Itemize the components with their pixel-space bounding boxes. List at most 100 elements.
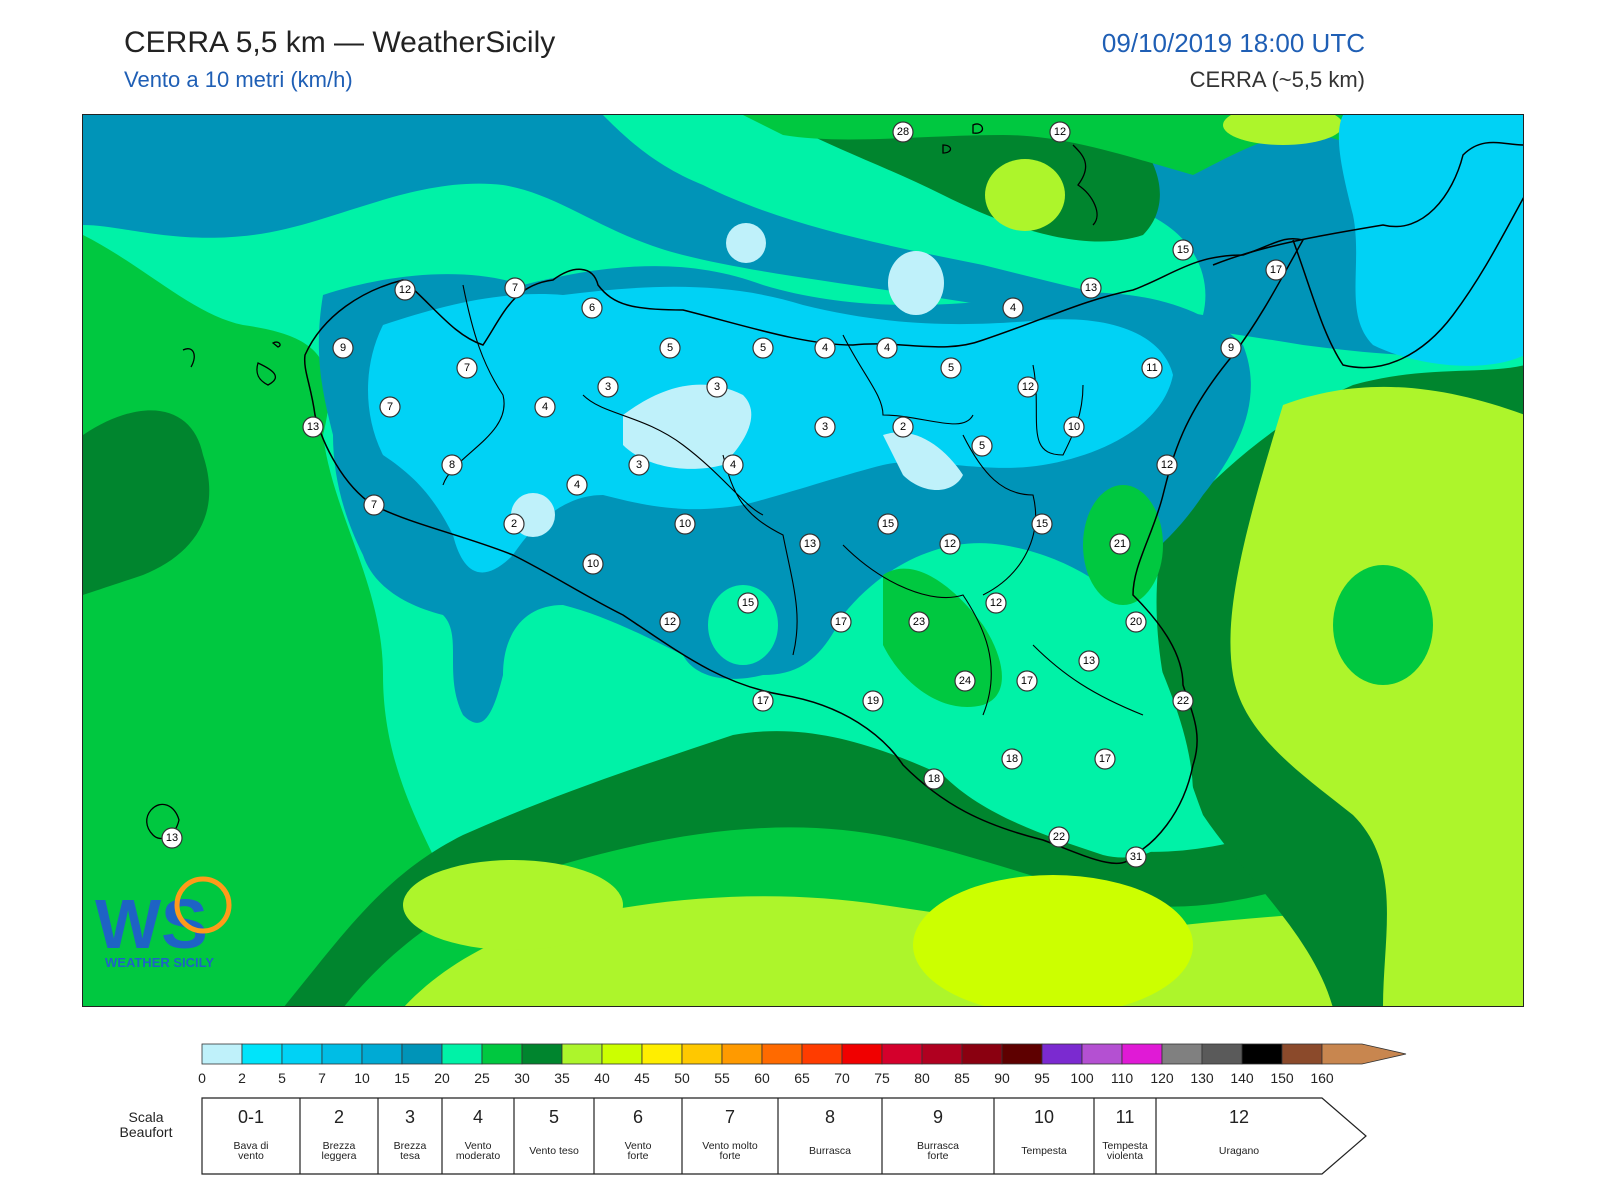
colorbar-segment <box>1161 1043 1203 1065</box>
colorbar-segment <box>1321 1043 1407 1065</box>
wind-label-value: 4 <box>542 401 548 413</box>
land-lightblue-b <box>883 432 963 490</box>
wind-colorbar <box>201 1043 1407 1065</box>
wind-label-marker <box>877 513 899 535</box>
wind-label-value: 13 <box>166 832 178 844</box>
wind-label-marker <box>1016 670 1038 692</box>
colorbar-tick-labels: 0 2 5 7 10 15 20 25 30 35 40 45 50 55 60 65 70 75 80 85 90 95… <box>198 1070 1334 1086</box>
beaufort-description: Tempesta <box>1021 1145 1067 1157</box>
beaufort-number: 4 <box>473 1107 483 1127</box>
wind-label: 5 <box>659 337 681 359</box>
wind-label-value: 4 <box>1010 302 1016 314</box>
wind-label: 17 <box>1265 259 1287 281</box>
wind-label-marker <box>737 592 759 614</box>
wind-label-marker <box>597 376 619 398</box>
wind-label-value: 18 <box>1006 753 1018 765</box>
colorbar-tick-label: 35 <box>554 1070 570 1086</box>
wind-label-marker <box>971 435 993 457</box>
wind-label: 10 <box>674 513 696 535</box>
colorbar-segment <box>321 1043 363 1065</box>
wind-label-value: 13 <box>307 421 319 433</box>
wind-label-value: 2 <box>900 421 906 433</box>
wind-label-value: 3 <box>636 459 642 471</box>
colorbar-tick-label: 85 <box>954 1070 970 1086</box>
colorbar-tick-label: 10 <box>354 1070 370 1086</box>
colorbar-tick-label: 55 <box>714 1070 730 1086</box>
southeast-green-blob <box>883 568 1002 707</box>
wind-label-marker <box>628 454 650 476</box>
egadi-islands <box>182 341 281 386</box>
beaufort-description: leggera <box>321 1150 356 1162</box>
wind-label-value: 12 <box>944 538 956 550</box>
wind-label-value: 15 <box>742 597 754 609</box>
beaufort-description: Tempesta <box>1102 1140 1148 1152</box>
wind-label-marker <box>581 297 603 319</box>
wind-label-marker <box>1172 239 1194 261</box>
wind-label: 21 <box>1109 533 1131 555</box>
wind-label-value: 17 <box>757 695 769 707</box>
wind-label: 9 <box>332 337 354 359</box>
wind-label-value: 3 <box>822 421 828 433</box>
wind-label-marker <box>1172 690 1194 712</box>
wind-label-marker <box>799 533 821 555</box>
wind-label-value: 12 <box>1054 126 1066 138</box>
wind-label-value: 12 <box>1022 381 1034 393</box>
colorbar-tick-label: 100 <box>1070 1070 1094 1086</box>
wind-label-value: 7 <box>464 362 470 374</box>
land-cyan-area <box>368 286 1173 573</box>
wind-label: 10 <box>1063 416 1085 438</box>
beaufort-cell: 10 Tempesta <box>1021 1107 1067 1157</box>
wind-label: 12 <box>394 279 416 301</box>
wind-label-value: 12 <box>1161 459 1173 471</box>
wind-label-value: 18 <box>928 773 940 785</box>
colorbar-tick-label: 160 <box>1310 1070 1334 1086</box>
colorbar-segment <box>521 1043 563 1065</box>
colorbar-tick-label: 0 <box>198 1070 206 1086</box>
wind-map: 28 12 15 17 12 7 6 13 4 9 5 5 4 4 5 9 7 11 3 3 12 7 4 13 3 2 10 5 8 3… <box>82 114 1524 1007</box>
wind-label-marker <box>659 337 681 359</box>
wind-label-value: 3 <box>605 381 611 393</box>
wind-label-marker <box>908 611 930 633</box>
colorbar-segment <box>681 1043 723 1065</box>
wind-label: 12 <box>985 592 1007 614</box>
wind-label-value: 9 <box>340 342 346 354</box>
wind-label: 19 <box>862 690 884 712</box>
beaufort-number: 2 <box>334 1107 344 1127</box>
wind-label: 9 <box>1220 337 1242 359</box>
beaufort-description: Vento molto <box>702 1140 758 1152</box>
wind-label-value: 9 <box>1228 342 1234 354</box>
beaufort-description: Burrasca <box>809 1145 851 1157</box>
beaufort-description: forte <box>927 1150 948 1162</box>
beaufort-number: 11 <box>1116 1107 1135 1127</box>
beaufort-description: Vento <box>625 1140 652 1152</box>
wind-label: 18 <box>1001 748 1023 770</box>
beaufort-number: 5 <box>549 1107 559 1127</box>
colorbar-segment <box>1041 1043 1083 1065</box>
wind-label-value: 13 <box>804 538 816 550</box>
wind-label: 18 <box>923 768 945 790</box>
beaufort-description: Vento <box>465 1140 492 1152</box>
colorbar-segment <box>601 1043 643 1065</box>
wind-label: 12 <box>1049 121 1071 143</box>
sicily-coastline <box>303 237 1305 865</box>
wind-label-marker <box>534 396 556 418</box>
beaufort-number: 6 <box>633 1107 643 1127</box>
wind-label-marker <box>441 454 463 476</box>
wind-label: 15 <box>1172 239 1194 261</box>
wind-label-marker <box>940 357 962 379</box>
wind-label: 20 <box>1125 611 1147 633</box>
beaufort-frame <box>201 1097 1367 1175</box>
wind-label: 5 <box>752 337 774 359</box>
wind-label-value: 22 <box>1177 695 1189 707</box>
wind-label: 13 <box>1080 277 1102 299</box>
land-aqua-west <box>708 585 778 665</box>
calabria-coast <box>1212 141 1523 369</box>
wind-label: 15 <box>1031 513 1053 535</box>
beaufort-cell: 8 Burrasca <box>809 1107 851 1157</box>
page-subtitle: Vento a 10 metri (km/h) <box>124 67 353 92</box>
colorbar-segment <box>281 1043 323 1065</box>
north-aqua-band <box>603 115 1206 315</box>
